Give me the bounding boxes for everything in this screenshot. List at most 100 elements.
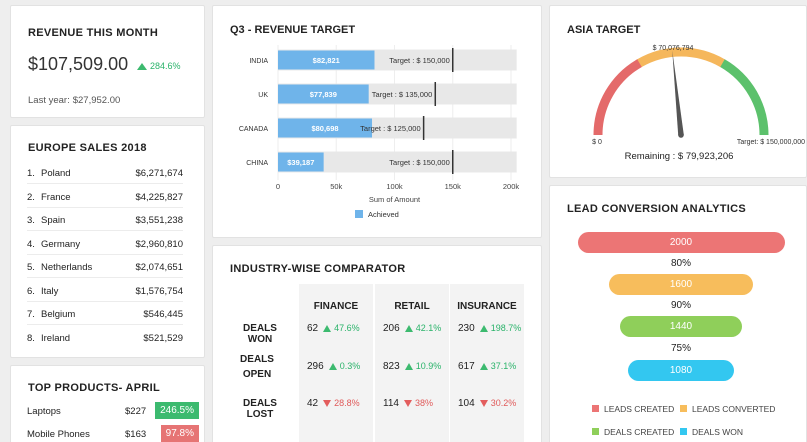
list-item: 2. France $4,225,827 [27, 184, 183, 208]
legend-item: DEALS WON [680, 427, 743, 437]
legend-item: DEALS CREATED [592, 427, 674, 437]
target-label: Target : $ 150,000 [389, 158, 449, 167]
comparator-cell: 42 28.8% [307, 398, 360, 409]
product-name: Mobile Phones [27, 429, 90, 440]
column-header: INSURANCE [457, 301, 517, 312]
legend-swatch [355, 210, 363, 218]
change-percent: 10.9% [415, 361, 442, 371]
up-arrow-icon [479, 363, 488, 370]
legend-label: LEADS CREATED [604, 404, 675, 414]
comparator-cell: 296 0.3% [307, 361, 360, 372]
up-arrow-icon [404, 363, 413, 370]
legend-item: LEADS CONVERTED [680, 404, 775, 414]
list-item: 5. Netherlands $2,074,651 [27, 254, 183, 278]
count-value: 114 [383, 398, 399, 409]
change-percent: 0.3% [339, 361, 361, 371]
bar-value-label: $82,821 [313, 56, 340, 65]
category-label: UK [258, 92, 268, 99]
category-label: CANADA [239, 126, 269, 133]
change-value: 47.6% [323, 323, 360, 333]
gauge-band [593, 59, 643, 136]
list-item: 7. Belgium $546,445 [27, 301, 183, 325]
sales-value: $521,529 [143, 332, 183, 344]
comparator-cell: 114 38% [383, 398, 433, 409]
q3-bar-chart: Q3 - REVENUE TARGET 0 50k 100k 150k 200k INDIA… [230, 24, 519, 219]
count-value: 296 [307, 361, 324, 372]
conversion-rate: 75% [670, 343, 691, 354]
legend-swatch [592, 405, 599, 412]
change-value: 10.9% [404, 361, 442, 371]
target-label: Target : $ 135,000 [372, 90, 432, 99]
sales-value: $2,074,651 [135, 262, 183, 273]
revenue-change: 284.6% [137, 61, 181, 71]
asia-gauge: ASIA TARGET $ 70,076,794 $ 0 Target: $ 150,… [567, 24, 805, 162]
change-value: 38% [403, 398, 433, 408]
up-arrow-icon [323, 325, 332, 332]
industry-comparator-card: INDUSTRY-WISE COMPARATOR FINANCE RETAIL IN… [212, 245, 542, 442]
change-percent: 30.2% [490, 398, 517, 408]
legend-label: DEALS WON [692, 427, 744, 437]
sales-value: $1,576,754 [135, 285, 183, 297]
list-item: 1. Poland $6,271,674 [27, 160, 183, 184]
comparator-cell: 617 37.1% [458, 361, 516, 372]
europe-title: EUROPE SALES 2018 [28, 142, 147, 154]
legend-label: Achieved [368, 210, 399, 219]
list-item: Laptops $227 246.5% [27, 401, 199, 423]
funnel-bar: 1080 [628, 360, 734, 381]
change-percent: 28.8% [334, 398, 360, 408]
revenue-title: REVENUE THIS MONTH [28, 27, 159, 39]
rank: 6. [27, 285, 35, 297]
bar-value-label: $80,698 [311, 124, 338, 133]
change-badge: 246.5% [155, 402, 199, 419]
count-value: 42 [307, 398, 319, 409]
column-header: RETAIL [394, 301, 430, 312]
legend-label: DEALS CREATED [604, 427, 675, 437]
gauge-max-label: Target: $ 150,000,000 [737, 139, 805, 146]
change-badge: 97.8% [160, 425, 199, 442]
change-percent: 47.6% [334, 323, 360, 333]
down-arrow-icon [479, 400, 488, 407]
conversion-rate: 80% [670, 258, 691, 269]
sales-value: $3,551,238 [135, 215, 183, 226]
bar-value-label: $39,187 [287, 158, 314, 167]
sales-value: $6,271,674 [135, 168, 183, 179]
count-value: 206 [383, 323, 400, 334]
list-item: 3. Spain $3,551,238 [27, 207, 183, 231]
country-name: France [41, 191, 71, 203]
x-tick-label: 0 [276, 182, 280, 191]
industry-title: INDUSTRY-WISE COMPARATOR [230, 263, 406, 275]
list-item: 4. Germany $2,960,810 [27, 231, 183, 255]
lead-title: LEAD CONVERSION ANALYTICS [567, 203, 747, 215]
sales-value: $2,960,810 [135, 238, 183, 250]
up-arrow-icon [479, 325, 488, 332]
product-name: Laptops [27, 406, 61, 417]
conversion-rate: 90% [670, 300, 691, 311]
list-item: Mobile Phones $163 97.8% [27, 424, 199, 442]
target-label: Target : $ 125,000 [360, 124, 420, 133]
country-name: Italy [41, 285, 59, 297]
row-label: DEALS OPEN [240, 354, 274, 380]
x-tick-label: 50k [330, 182, 342, 191]
up-arrow-icon [137, 63, 147, 70]
change-percent: 37.1% [490, 361, 517, 371]
country-name: Ireland [41, 332, 71, 344]
change-percent: 198.7% [490, 323, 522, 333]
rank: 7. [27, 309, 35, 320]
change-value: 0.3% [328, 361, 361, 371]
change-value: 30.2% [479, 398, 517, 408]
row-label: DEALS WON [243, 323, 277, 345]
up-arrow-icon [404, 325, 413, 332]
change-value: 42.1% [404, 323, 441, 333]
product-price: $163 [125, 429, 147, 440]
count-value: 617 [458, 361, 475, 372]
count-value: 62 [307, 323, 319, 334]
gauge-band [720, 59, 769, 136]
count-value: 230 [458, 323, 475, 334]
list-item: 6. Italy $1,576,754 [27, 278, 183, 302]
comparator-cell: 104 30.2% [458, 398, 516, 409]
category-label: CHINA [246, 160, 268, 167]
down-arrow-icon [403, 400, 412, 407]
change-value: 37.1% [479, 361, 517, 371]
country-name: Netherlands [41, 262, 93, 273]
down-arrow-icon [323, 400, 332, 407]
